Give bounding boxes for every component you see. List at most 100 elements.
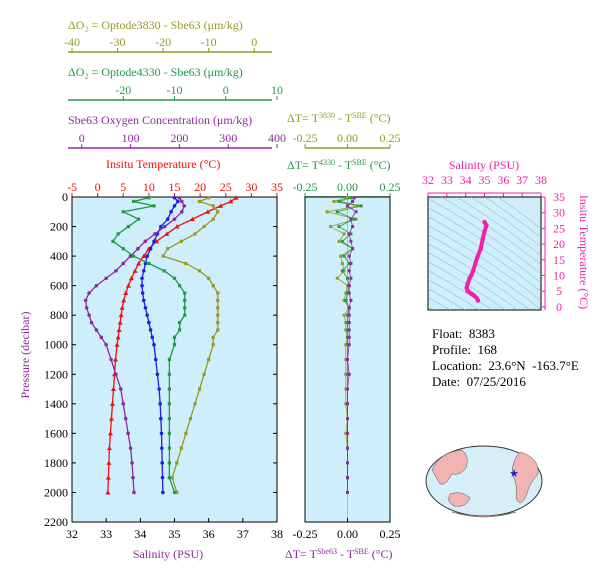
temp-tick-label: 20	[194, 180, 206, 194]
temp-point	[108, 416, 114, 421]
sbe63-point	[177, 195, 182, 200]
do2_4330-point	[172, 343, 177, 347]
temp-point	[218, 203, 224, 208]
dt3830-dt-point	[342, 313, 346, 317]
do2_3830-point	[188, 416, 193, 421]
pressure-tick-label: 2000	[44, 485, 68, 499]
do2_4330-tick-label: 0	[223, 83, 229, 97]
sbe63-point	[121, 402, 126, 406]
dt4330-dt-point	[340, 239, 344, 243]
temp-point	[205, 209, 211, 214]
ts-temp-tick-label: 25	[553, 221, 565, 235]
do2_4330-point	[152, 204, 156, 208]
ts-isoline	[428, 225, 541, 301]
dtsbe63-dt-point	[346, 417, 349, 421]
dtsbe63-dt-point	[347, 232, 351, 236]
do2_3830-point	[211, 335, 215, 339]
sbe63-tick-label: 0	[79, 131, 85, 145]
sbe63-point	[180, 199, 184, 204]
ts-point	[478, 246, 483, 251]
pressure-tick-label: 1200	[44, 367, 68, 381]
sbe63-point	[94, 283, 99, 288]
ts-point	[472, 262, 478, 267]
salinity-point	[155, 372, 160, 377]
sbe63-point	[130, 461, 134, 465]
temp-point	[136, 260, 142, 266]
dtsbe63-dt-point	[346, 461, 349, 465]
ts-sal-tick-label: 34	[460, 173, 472, 187]
sbe63-point	[84, 305, 89, 310]
dt3830-dt-point	[344, 402, 348, 406]
pressure-tick-label: 0	[62, 190, 68, 204]
dtsbe63-dt-point	[347, 321, 351, 325]
map-land-antarctica	[451, 511, 517, 518]
temp-tick-label: -5	[67, 180, 77, 194]
float-info: Float: 8383 Profile: 168 Location: 23.6°…	[432, 326, 579, 390]
dt3830-dt-point	[344, 387, 348, 391]
do2-3830-axis: ΔO₂ = Optode3830 - Sbe63 (μm/kg) -40 -30 -…	[64, 18, 272, 53]
salinity-point	[159, 224, 163, 229]
ts-sal-tick-label: 35	[479, 173, 491, 187]
ts-temp-tick-label: 35	[553, 190, 565, 204]
do2_3830-point	[216, 210, 220, 214]
do2_3830-tick-label: -30	[110, 35, 126, 49]
do2_4330-tick-label: -10	[167, 83, 183, 97]
sbe63-point	[143, 239, 148, 244]
do2_3830-point	[175, 490, 179, 495]
sbe63-point	[131, 475, 135, 480]
ts-temp-axis-label: Insitu Temperature (°C)	[577, 195, 591, 309]
dt4330-dt-point	[340, 269, 344, 273]
sbe63-point	[123, 416, 128, 421]
dtsbe63-axis: -0.25 0.00 0.25	[293, 518, 401, 541]
sbe63-point	[182, 204, 187, 208]
ts-isoline	[428, 234, 541, 310]
dt4330-dt-point	[346, 328, 349, 332]
salinity-point	[172, 195, 177, 200]
dt4330-axis: ΔT= T4330 - TSBE (°C) -0.25 0.00 0.25	[287, 158, 401, 198]
sbe63-point	[172, 217, 177, 221]
sbe63-point	[114, 269, 118, 273]
do2_3830-point	[211, 204, 215, 208]
sbe63-point	[87, 313, 91, 317]
do2_4330-point	[116, 232, 120, 236]
ts-sal-tick-label: 36	[497, 173, 509, 187]
dt4330-dt-point	[346, 372, 349, 376]
do2_4330-point	[131, 199, 136, 204]
do2-4330-axis: ΔO₂ = Optode4330 - Sbe63 (μm/kg) -20 -10 0…	[68, 65, 283, 101]
do2_3830-point	[207, 276, 211, 280]
sbe63-point	[132, 490, 136, 495]
dtsbe63-axis-label: ΔT= TSbe63 - TSBE (°C)	[285, 547, 393, 562]
pressure-tick-label: 200	[50, 220, 68, 234]
profile-series-group	[83, 195, 239, 495]
temp-tick-label: 15	[169, 180, 181, 194]
temp-point	[111, 386, 117, 392]
temp-point	[118, 312, 124, 318]
do2_4330-point	[167, 387, 171, 391]
sbe63-tick-label: 400	[268, 131, 286, 145]
salinity-point	[145, 313, 149, 317]
temp-tick-label: 30	[245, 180, 257, 194]
temp-point	[164, 231, 170, 236]
do2_3830-point	[197, 387, 202, 391]
salinity-tick-label: 33	[100, 527, 112, 541]
salinity-point	[152, 342, 156, 347]
salinity-point	[161, 490, 165, 495]
dt3830-dt-point	[344, 431, 348, 435]
dtsbe63-dt-point	[354, 210, 358, 214]
dt4330-dt-point	[346, 313, 349, 317]
dtsbe63-dt-point	[347, 291, 351, 295]
dtsbe63-dt-point	[347, 269, 351, 273]
ts-point	[465, 281, 470, 287]
ts-point	[467, 276, 472, 281]
do2_4330-profile-line	[112, 197, 186, 493]
do2_4330-point	[121, 247, 125, 251]
dt3830-axis-label: ΔT= T3830 - TSBE (°C)	[287, 111, 391, 126]
dt3830-dt-point	[344, 372, 348, 376]
ts-isoline	[428, 216, 541, 292]
dtsbe63-dt-point	[351, 247, 355, 251]
dt4330-tick-label: 0.25	[380, 180, 401, 194]
dt3830-dt-point	[344, 343, 348, 347]
dt3830-dt-point	[340, 261, 344, 265]
ts-temp-tick-label: 10	[553, 268, 565, 282]
salinity-point	[165, 217, 170, 221]
